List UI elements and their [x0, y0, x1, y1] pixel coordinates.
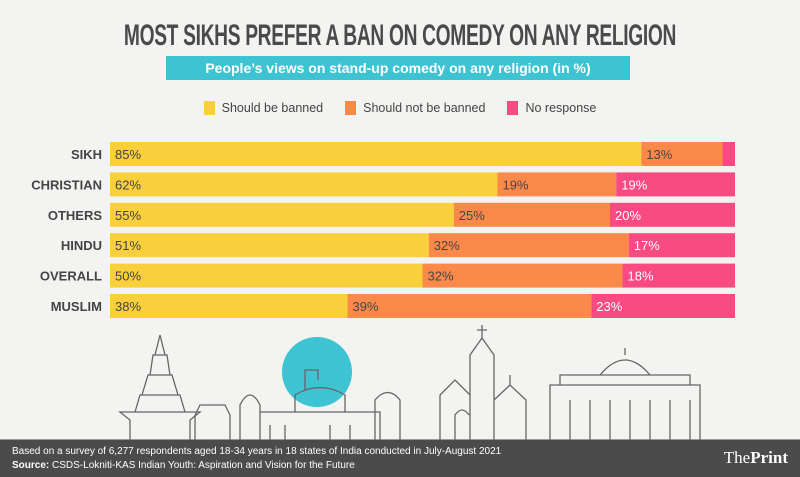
- category-label: HINDU: [61, 238, 102, 253]
- category-label: OTHERS: [48, 208, 103, 223]
- data-label: 62%: [115, 177, 141, 192]
- bar-segment: [591, 294, 735, 318]
- legend-swatch: [203, 101, 215, 115]
- data-label: 39%: [353, 299, 379, 314]
- data-label: 19%: [621, 177, 647, 192]
- data-label: 23%: [596, 299, 622, 314]
- chart-title: MOST SIKHS PREFER A BAN ON COMEDY ON ANY…: [123, 19, 677, 52]
- theprint-logo: ThePrint: [723, 448, 788, 467]
- legend-item-banned: Should be banned: [203, 101, 323, 115]
- bar-segment: [422, 263, 623, 288]
- category-label: CHRISTIAN: [31, 177, 102, 192]
- data-label: 55%: [115, 208, 141, 223]
- data-label: 19%: [503, 177, 529, 192]
- bar-segment: [110, 233, 429, 258]
- data-label: 13%: [646, 147, 672, 162]
- category-label: SIKH: [71, 147, 102, 162]
- bar-segment: [610, 202, 735, 227]
- source-line: Source: CSDS-Lokniti-KAS Indian Youth: A…: [12, 460, 355, 471]
- bar-segment: [110, 294, 348, 318]
- category-label: OVERALL: [40, 269, 102, 284]
- legend-item-not-banned: Should not be banned: [345, 101, 485, 115]
- data-label: 17%: [634, 238, 660, 253]
- data-label: 20%: [615, 208, 641, 223]
- data-label: 32%: [428, 269, 454, 284]
- legend-swatch: [345, 101, 357, 115]
- bar-segment: [616, 172, 735, 197]
- bar-segment: [622, 263, 735, 288]
- bar-segment: [110, 142, 642, 166]
- bar-segment: [110, 263, 423, 288]
- data-label: 25%: [459, 208, 485, 223]
- legend: Should be banned Should not be banned No…: [0, 101, 800, 115]
- data-label: 32%: [434, 238, 460, 253]
- bar-segment: [110, 202, 454, 227]
- bar-segment: [497, 172, 617, 197]
- bar-segment: [110, 172, 498, 197]
- category-label: MUSLIM: [51, 299, 102, 314]
- bar-segment: [347, 294, 592, 318]
- data-label: 38%: [115, 299, 141, 314]
- palace-center: [239, 369, 401, 440]
- building-right: [549, 348, 701, 440]
- bar-segment: [628, 233, 735, 258]
- survey-note: Based on a survey of 6,277 respondents a…: [12, 446, 502, 457]
- church: [439, 325, 527, 440]
- data-label: 50%: [115, 269, 141, 284]
- data-label: 85%: [115, 147, 141, 162]
- legend-item-no-response: No response: [507, 101, 596, 115]
- data-label: 18%: [628, 269, 654, 284]
- bar-segment: [641, 142, 723, 166]
- footer: Based on a survey of 6,277 respondents a…: [0, 440, 800, 477]
- temple-left: [118, 334, 231, 440]
- bar-segment: [722, 142, 735, 166]
- bar-segment: [428, 233, 629, 258]
- legend-swatch: [507, 101, 519, 115]
- bar-segment: [453, 202, 610, 227]
- chart-subtitle: People’s views on stand-up comedy on any…: [166, 56, 630, 80]
- data-label: 51%: [115, 238, 141, 253]
